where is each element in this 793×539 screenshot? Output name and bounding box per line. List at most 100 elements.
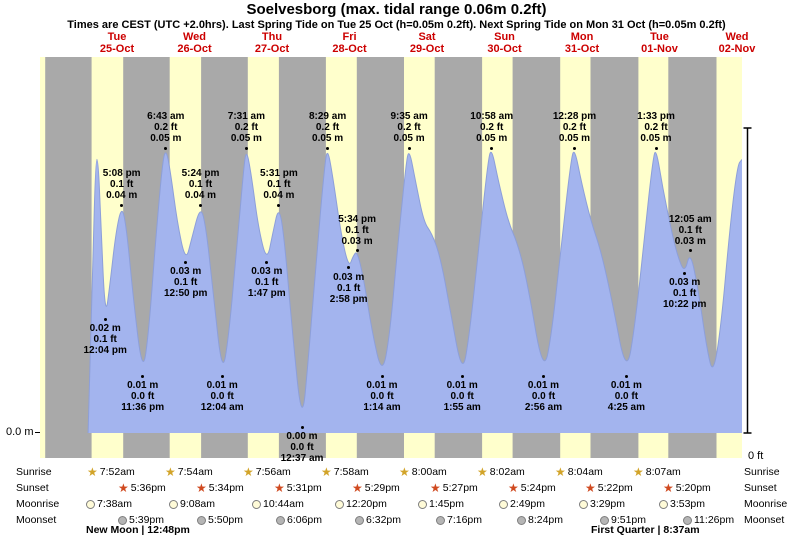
sunrise-time: 7:54am	[177, 466, 213, 478]
day-name: Thu	[261, 31, 283, 43]
annotation-line: 0.0 ft	[614, 391, 639, 402]
new-moon-label: New Moon | 12:48pm	[86, 524, 190, 536]
tide-point-dot	[654, 146, 658, 150]
tide-point-dot	[573, 146, 576, 150]
moonset-entry: 8:24pm	[517, 514, 563, 526]
star-sunrise-icon: ★	[477, 465, 488, 479]
moonset-entry: 11:26pm	[683, 514, 734, 526]
moonset-time: 6:06pm	[287, 514, 323, 526]
tide-point-dot	[103, 317, 107, 321]
ft-scale-bracket	[743, 127, 752, 434]
annotation-line: 0.01 m	[206, 380, 238, 391]
sunrise-time: 7:52am	[99, 466, 135, 478]
low-tide-annotation: 0.02 m 0.1 ft 12:04 pm	[65, 323, 145, 356]
annotation-line: 12:28 pm	[552, 111, 597, 122]
annotation-line: 6:43 am	[147, 111, 185, 122]
tide-point-dot	[277, 203, 281, 207]
day-name: Wed	[725, 31, 749, 43]
tide-point-dot	[164, 146, 168, 150]
low-tide-annotation: 0.03 m 0.1 ft 2:58 pm	[309, 272, 389, 305]
annotation-line: 0.03 m	[669, 277, 701, 289]
moonset-entry: 5:50pm	[197, 514, 243, 526]
high-tide-annotation: 6:43 am 0.2 ft 0.05 m	[126, 111, 206, 144]
high-tide-annotation: 12:05 am 0.1 ft 0.03 m	[650, 214, 730, 247]
sunset-time: 5:24pm	[520, 482, 556, 494]
annotation-line: 0.02 m	[89, 323, 121, 334]
sunset-row-label-right: Sunset	[744, 482, 777, 494]
annotation-line: 0.0 ft	[131, 391, 155, 402]
sunset-time: 5:22pm	[597, 482, 633, 494]
circle-dark-icon	[276, 515, 285, 525]
annotation-line: 0.2 ft	[562, 122, 587, 133]
sunrise-time: 8:04am	[567, 466, 603, 478]
annotation-line: 0.00 m	[286, 431, 318, 443]
tide-annotations-layer: 5:08 pm 0.1 ft 0.04 m 6:43 am 0.2 ft 0.05 m 5:…	[40, 57, 742, 464]
annotation-line: 0.1 ft	[337, 282, 361, 294]
sunset-time: 5:20pm	[675, 482, 711, 494]
day-date: 31-Oct	[564, 43, 600, 55]
annotation-line: 9:35 am	[390, 111, 428, 122]
day-date: 25-Oct	[99, 43, 135, 55]
zero-meter-tick	[35, 432, 40, 433]
day-name: Sun	[494, 31, 515, 43]
star-sunset-icon: ★	[508, 481, 519, 495]
moonrise-time: 2:49pm	[510, 498, 546, 510]
sunrise-entry: ★ 8:00am	[399, 466, 447, 478]
moonrise-entry: 9:08am	[169, 498, 215, 510]
circle-light-icon	[659, 499, 668, 509]
annotation-line: 0.04 m	[106, 190, 138, 201]
sunrise-time: 8:02am	[489, 466, 525, 478]
annotation-line: 12:05 am	[668, 213, 712, 225]
moonset-time: 6:32pm	[366, 514, 402, 526]
day-name: Tue	[650, 31, 669, 43]
day-date: 02-Nov	[718, 43, 756, 55]
low-tide-annotation: 0.01 m 0.0 ft 1:55 am	[422, 380, 502, 413]
moonrise-time: 9:08am	[180, 498, 216, 510]
sunrise-row-label-right: Sunrise	[744, 466, 780, 478]
annotation-line: 5:08 pm	[102, 168, 141, 179]
annotation-line: 0.05 m	[558, 133, 591, 144]
day-date: 30-Oct	[487, 43, 522, 55]
high-tide-annotation: 7:31 am 0.2 ft 0.05 m	[206, 111, 286, 144]
annotation-line: 0.03 m	[674, 235, 706, 247]
moonrise-row-label-left: Moonrise	[16, 498, 60, 510]
high-tide-annotation: 9:35 am 0.2 ft 0.05 m	[369, 111, 449, 144]
day-label: Tue 01-Nov	[641, 31, 678, 55]
annotation-line: 2:58 pm	[329, 293, 368, 305]
moonset-row-label-left: Moonset	[16, 514, 57, 526]
daylight-band	[40, 57, 46, 458]
annotation-line: 0.2 ft	[480, 122, 504, 133]
sunset-entry: ★ 5:29pm	[352, 482, 400, 494]
high-tide-annotation: 5:24 pm 0.1 ft 0.04 m	[161, 168, 241, 201]
annotation-line: 0.01 m	[610, 380, 642, 391]
sunrise-entry: ★ 7:54am	[165, 466, 213, 478]
annotation-line: 0.03 m	[333, 271, 365, 283]
tide-point-dot	[490, 146, 494, 150]
low-tide-annotation: 0.00 m 0.0 ft 12:37 am	[262, 431, 342, 464]
tide-point-dot	[347, 266, 351, 270]
first-quarter-label: First Quarter | 8:37am	[591, 524, 700, 536]
annotation-line: 0.2 ft	[315, 122, 340, 133]
annotation-line: 0.1 ft	[345, 224, 369, 236]
sunset-time: 5:36pm	[130, 482, 166, 494]
tide-point-dot	[326, 146, 330, 150]
moonrise-time: 3:29pm	[590, 498, 626, 510]
sunset-row-label-left: Sunset	[16, 482, 49, 494]
annotation-line: 12:04 am	[200, 402, 244, 413]
sunset-entry: ★ 5:24pm	[508, 482, 556, 494]
annotation-line: 1:14 am	[363, 402, 401, 413]
day-label: Thu 27-Oct	[255, 31, 289, 55]
annotation-line: 4:25 am	[607, 402, 646, 413]
sunset-time: 5:29pm	[364, 482, 400, 494]
annotation-line: 5:34 pm	[338, 213, 376, 225]
moonset-row-label-right: Moonset	[744, 514, 785, 526]
moonrise-entry: 7:38am	[86, 498, 132, 510]
annotation-line: 1:47 pm	[247, 288, 286, 299]
sunset-entry: ★ 5:27pm	[430, 482, 478, 494]
high-tide-annotation: 5:31 pm 0.1 ft 0.04 m	[239, 168, 319, 201]
high-tide-annotation: 8:29 am 0.2 ft 0.05 m	[288, 111, 368, 144]
tide-point-dot	[300, 425, 304, 429]
annotation-line: 12:04 pm	[83, 345, 127, 356]
annotation-line: 0.01 m	[366, 380, 398, 391]
